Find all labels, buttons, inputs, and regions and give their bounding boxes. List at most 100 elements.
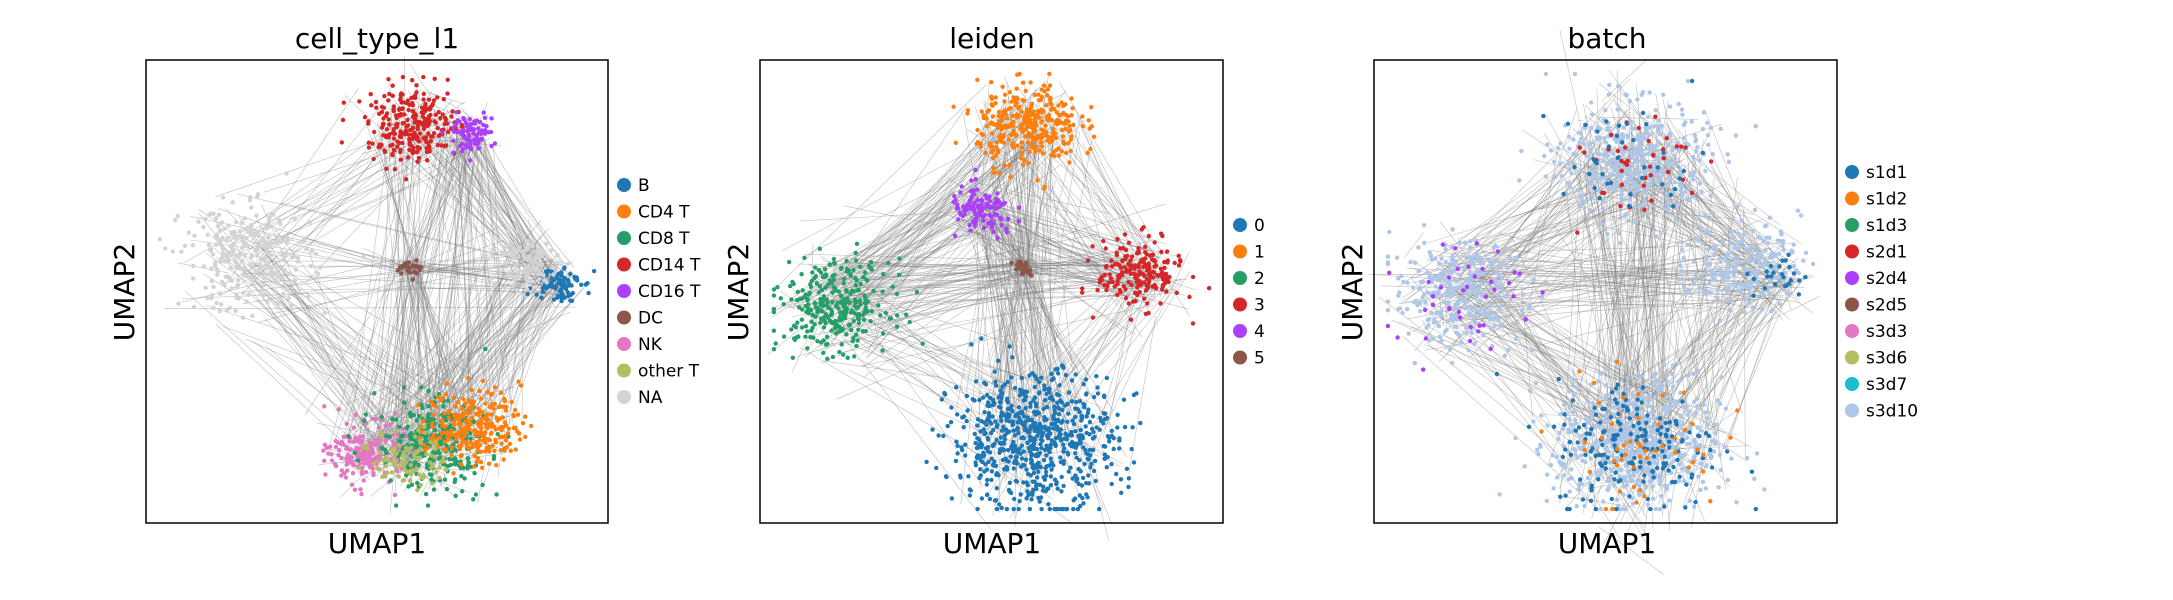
- graph-edge: [308, 249, 381, 475]
- scatter-point: [504, 251, 509, 257]
- legend-marker: [1233, 324, 1247, 338]
- scatter-point: [996, 125, 1001, 131]
- scatter-point: [1083, 424, 1088, 429]
- scatter-point: [1048, 474, 1054, 479]
- scatter-point: [975, 423, 980, 428]
- scatter-point: [788, 283, 793, 289]
- scatter-point: [1012, 433, 1018, 438]
- legend-label: NK: [638, 335, 663, 355]
- scatter-point: [500, 425, 505, 430]
- scatter-point: [440, 130, 445, 135]
- scatter-point: [1086, 118, 1091, 123]
- legend-label: CD16 T: [638, 282, 701, 302]
- scatter-point: [790, 355, 795, 360]
- scatter-point: [984, 422, 989, 427]
- scatter-point: [237, 234, 243, 239]
- scatter-point: [1085, 258, 1091, 263]
- graph-edge: [409, 134, 464, 139]
- scatter-point: [170, 249, 176, 254]
- scatter-point: [991, 221, 996, 226]
- scatter-point: [1122, 232, 1128, 237]
- scatter-point: [385, 470, 390, 476]
- scatter-point: [476, 412, 481, 417]
- scatter-point: [548, 248, 554, 253]
- scatter-point: [904, 312, 909, 317]
- scatter-point: [213, 233, 219, 239]
- scatter-point: [1020, 162, 1026, 167]
- scatter-point: [383, 463, 389, 469]
- scatter-point: [482, 115, 488, 121]
- scatter-point: [964, 418, 969, 424]
- scatter-point: [555, 293, 560, 299]
- scatter-point: [443, 117, 448, 122]
- scatter-point: [282, 281, 287, 286]
- scatter-point: [1066, 140, 1071, 146]
- scatter-point: [360, 445, 366, 451]
- scatter-point: [953, 140, 958, 145]
- scatter-point: [477, 438, 482, 443]
- scatter-point: [499, 441, 504, 446]
- scatter-point: [250, 313, 255, 319]
- scatter-point: [518, 383, 524, 388]
- scatter-point: [376, 425, 382, 430]
- scatter-point: [217, 291, 222, 296]
- scatter-point: [399, 459, 404, 464]
- scatter-point: [379, 104, 385, 110]
- graph-edge: [799, 346, 1054, 500]
- scatter-point: [1144, 283, 1150, 288]
- scatter-point: [463, 439, 468, 445]
- scatter-point: [1064, 150, 1069, 156]
- scatter-point: [493, 385, 498, 390]
- scatter-point: [1019, 375, 1024, 381]
- graph-edge: [808, 297, 1103, 408]
- scatter-point: [1048, 442, 1053, 447]
- scatter-point: [382, 458, 387, 463]
- scatter-point: [424, 158, 430, 163]
- scatter-point: [368, 92, 373, 97]
- scatter-point: [255, 253, 260, 258]
- scatter-point: [412, 434, 418, 439]
- scatter-point: [1114, 471, 1119, 477]
- scatter-point: [954, 385, 959, 390]
- scatter-point: [223, 274, 228, 279]
- scatter-point: [1034, 447, 1040, 452]
- scatter-point: [549, 282, 554, 287]
- scatter-point: [173, 218, 178, 223]
- scatter-point: [1090, 244, 1095, 249]
- scatter-point: [1150, 252, 1156, 257]
- scatter-point: [977, 475, 982, 481]
- scatter-point: [226, 223, 232, 228]
- graph-edge: [307, 120, 403, 249]
- scatter-point: [451, 129, 457, 134]
- scatter-point: [850, 288, 855, 293]
- scatter-point: [1128, 317, 1134, 322]
- scatter-point: [381, 121, 386, 126]
- scatter-point: [268, 270, 274, 275]
- scatter-point: [323, 472, 328, 477]
- scatter-point: [1085, 451, 1091, 457]
- scatter-point: [973, 463, 979, 468]
- scatter-point: [789, 297, 794, 302]
- scatter-point: [992, 369, 997, 374]
- graph-edge: [184, 290, 361, 448]
- scatter-point: [1065, 450, 1070, 455]
- scatter-point: [981, 450, 986, 455]
- scatter-point: [452, 461, 457, 467]
- scatter-point: [218, 242, 224, 248]
- scatter-point: [966, 474, 971, 479]
- scatter-point: [1047, 71, 1052, 77]
- scatter-point: [813, 274, 819, 279]
- scatter-point: [249, 205, 254, 210]
- scatter-point: [1664, 191, 1670, 197]
- scatter-point: [817, 246, 822, 251]
- scatter-point: [1006, 414, 1012, 419]
- scatter-point: [1033, 145, 1038, 150]
- scatter-point: [405, 123, 411, 128]
- scatter-point: [352, 487, 358, 492]
- scatter-point: [400, 74, 406, 80]
- scatter-point: [855, 312, 860, 317]
- scatter-point: [1073, 473, 1078, 478]
- scatter-point: [973, 167, 978, 173]
- scatter-point: [255, 229, 260, 235]
